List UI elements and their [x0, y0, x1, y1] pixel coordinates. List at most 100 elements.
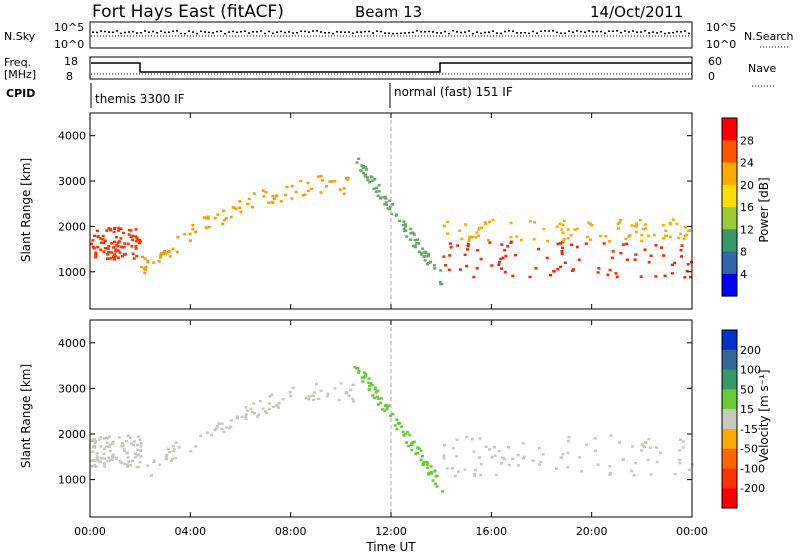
- range-cell: [249, 407, 253, 411]
- range-cell: [90, 439, 94, 442]
- nsky-point: [588, 30, 590, 32]
- range-cell: [451, 467, 454, 470]
- range-cell: [425, 263, 429, 266]
- range-cell: [388, 199, 392, 203]
- range-cell: [124, 252, 127, 256]
- range-cell: [102, 452, 106, 456]
- range-cell: [306, 189, 310, 193]
- nsky-point: [576, 30, 578, 32]
- range-cell: [121, 444, 125, 447]
- colorbar-tick-label: 20: [740, 179, 754, 192]
- range-cell: [94, 256, 98, 259]
- range-cell: [163, 250, 166, 253]
- range-cell: [139, 449, 143, 452]
- range-cell: [391, 203, 395, 206]
- range-cell: [618, 441, 622, 444]
- range-cell: [115, 244, 119, 247]
- range-cell: [345, 176, 348, 180]
- nsky-point: [184, 32, 186, 35]
- range-cell: [441, 490, 444, 493]
- nsky-point: [332, 32, 334, 35]
- range-cell: [509, 221, 513, 225]
- range-cell: [459, 268, 462, 271]
- range-cell: [468, 235, 472, 238]
- range-cell: [456, 470, 460, 473]
- range-cell: [371, 179, 375, 182]
- range-cell: [134, 240, 138, 243]
- range-cell: [630, 445, 634, 448]
- range-cell: [271, 405, 275, 409]
- range-cell: [493, 454, 497, 457]
- nsky-point: [324, 32, 326, 34]
- y-tick-label: 1000: [58, 474, 86, 487]
- range-cell: [409, 227, 413, 231]
- range-cell: [368, 384, 371, 388]
- nave-label: Nave: [748, 62, 776, 75]
- range-cell: [388, 208, 392, 211]
- range-cell: [388, 205, 392, 208]
- nsky-point: [228, 31, 230, 33]
- range-cell: [244, 415, 248, 418]
- range-cell: [183, 233, 187, 236]
- range-cell: [245, 409, 249, 412]
- range-cell: [373, 396, 376, 400]
- nsky-point: [344, 31, 346, 33]
- range-cell: [134, 247, 138, 250]
- range-cell: [488, 448, 491, 451]
- range-cell: [121, 255, 125, 258]
- range-cell: [383, 409, 387, 412]
- range-cell: [373, 388, 377, 391]
- range-cell: [640, 449, 643, 452]
- range-cell: [123, 242, 127, 245]
- colorbar-tick-label: 100: [740, 364, 761, 377]
- range-cell: [400, 425, 404, 428]
- nsky-point: [540, 30, 542, 33]
- range-cell: [357, 369, 361, 373]
- nsky-point: [568, 30, 570, 32]
- x-axis-label: Time UT: [365, 540, 416, 554]
- range-cell: [684, 234, 687, 237]
- range-cell: [251, 205, 254, 209]
- range-cell: [479, 257, 483, 261]
- range-cell: [387, 404, 391, 408]
- nsky-point: [660, 31, 662, 33]
- range-cell: [561, 223, 565, 227]
- range-cell: [467, 238, 471, 242]
- range-cell: [487, 238, 490, 242]
- range-cell: [567, 439, 570, 443]
- range-cell: [492, 446, 496, 449]
- range-cell: [654, 275, 658, 278]
- range-cell: [599, 234, 603, 238]
- range-cell: [263, 410, 267, 413]
- range-cell: [381, 408, 384, 411]
- range-cell: [596, 271, 600, 274]
- range-cell: [328, 180, 332, 183]
- range-cell: [255, 415, 259, 418]
- range-cell: [397, 422, 401, 425]
- range-cell: [267, 201, 271, 204]
- range-cell: [106, 436, 109, 440]
- range-cell: [135, 236, 139, 240]
- freq-panel: [89, 56, 693, 80]
- range-cell: [150, 474, 153, 477]
- range-cell: [117, 229, 121, 232]
- range-cell: [403, 229, 407, 233]
- range-cell: [425, 463, 429, 466]
- colorbar-segment: [722, 428, 737, 450]
- range-cell: [114, 250, 118, 253]
- range-cell: [326, 392, 330, 395]
- range-cell: [477, 234, 481, 237]
- range-cell: [90, 465, 94, 468]
- colorbar-tick-label: 200: [740, 344, 761, 357]
- range-cell: [374, 391, 378, 394]
- range-cell: [113, 258, 116, 261]
- range-cell: [191, 223, 195, 227]
- range-cell: [678, 449, 682, 452]
- range-cell: [139, 445, 143, 448]
- range-cell: [539, 460, 543, 464]
- range-cell: [572, 268, 575, 271]
- range-cell: [342, 187, 346, 190]
- range-cell: [561, 453, 565, 456]
- nsky-point: [404, 32, 406, 34]
- range-cell: [394, 213, 398, 216]
